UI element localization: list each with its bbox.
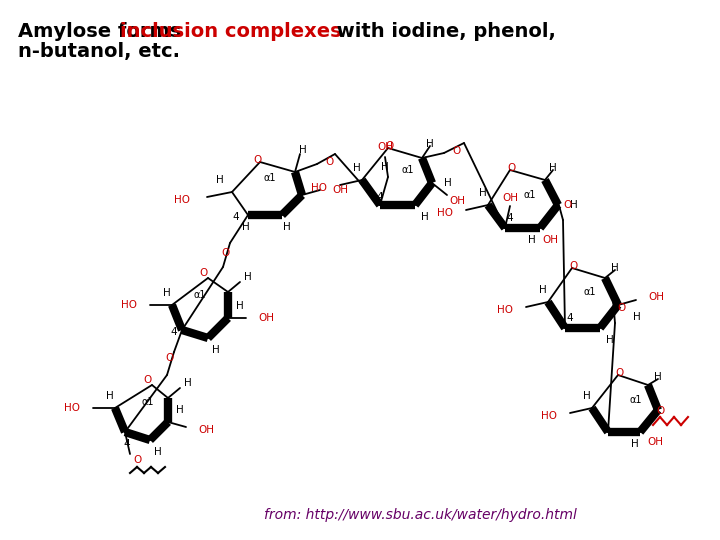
Text: HO: HO <box>497 305 513 315</box>
Text: H: H <box>212 345 220 355</box>
Text: O: O <box>563 200 571 210</box>
Text: O: O <box>143 375 151 385</box>
Text: inclusion complexes: inclusion complexes <box>120 22 341 41</box>
Text: HO: HO <box>541 411 557 421</box>
Text: HO: HO <box>437 208 453 218</box>
Text: OH: OH <box>332 185 348 195</box>
Text: 4: 4 <box>124 439 130 449</box>
Text: O: O <box>616 368 624 378</box>
Text: OH: OH <box>647 437 663 447</box>
Text: α1: α1 <box>630 395 642 405</box>
Text: H: H <box>106 391 114 401</box>
Text: OH: OH <box>449 196 465 206</box>
Text: n-butanol, etc.: n-butanol, etc. <box>18 42 180 61</box>
Text: OH: OH <box>258 313 274 323</box>
Text: HO: HO <box>311 183 327 193</box>
Text: O: O <box>452 146 460 156</box>
Text: α1: α1 <box>142 397 154 407</box>
Text: O: O <box>570 261 578 271</box>
Text: H: H <box>236 301 244 311</box>
Text: H: H <box>539 285 547 295</box>
Text: H: H <box>426 139 434 149</box>
Text: HO: HO <box>121 300 137 310</box>
Text: 4: 4 <box>507 213 513 223</box>
Text: 4: 4 <box>171 327 177 337</box>
Text: O: O <box>166 353 174 363</box>
Text: H: H <box>654 372 662 382</box>
Text: H: H <box>528 235 536 245</box>
Text: H: H <box>606 335 614 345</box>
Text: H: H <box>633 312 641 322</box>
Text: H: H <box>570 200 577 210</box>
Text: H: H <box>583 391 591 401</box>
Text: H: H <box>421 212 429 222</box>
Text: with iodine, phenol,: with iodine, phenol, <box>330 22 556 41</box>
Text: HO: HO <box>64 403 80 413</box>
Text: H: H <box>163 288 171 298</box>
Text: 4: 4 <box>233 212 239 222</box>
Text: H: H <box>479 188 487 198</box>
Text: O: O <box>656 406 665 416</box>
Text: H: H <box>353 163 361 173</box>
Text: H: H <box>549 163 557 173</box>
Text: 4: 4 <box>567 313 573 323</box>
Text: H: H <box>176 405 184 415</box>
Text: OH: OH <box>502 193 518 203</box>
Text: Amylose forms: Amylose forms <box>18 22 188 41</box>
Text: H: H <box>444 178 451 188</box>
Text: OH: OH <box>648 292 664 302</box>
Text: H: H <box>184 378 192 388</box>
Text: H: H <box>611 263 619 273</box>
Text: O: O <box>508 163 516 173</box>
Text: O: O <box>199 268 207 278</box>
Text: α1: α1 <box>402 165 414 175</box>
Text: OH: OH <box>198 425 214 435</box>
Text: H: H <box>631 439 639 449</box>
Text: H: H <box>283 222 291 232</box>
Text: H: H <box>154 447 162 457</box>
Text: O: O <box>254 155 262 165</box>
Text: from: http://www.sbu.ac.uk/water/hydro.html: from: http://www.sbu.ac.uk/water/hydro.h… <box>264 508 577 522</box>
Text: OH: OH <box>542 235 558 245</box>
Text: O: O <box>222 248 230 258</box>
Text: α1: α1 <box>584 287 596 297</box>
Text: H: H <box>216 175 224 185</box>
Text: H: H <box>381 162 389 172</box>
Text: α1: α1 <box>194 290 206 300</box>
Text: O: O <box>325 157 333 167</box>
Text: H: H <box>242 222 250 232</box>
Text: 4: 4 <box>377 192 383 202</box>
Text: HO: HO <box>174 195 190 205</box>
Text: α1: α1 <box>264 173 276 183</box>
Text: α1: α1 <box>523 190 536 200</box>
Text: H: H <box>244 272 252 282</box>
Text: O: O <box>617 303 625 313</box>
Text: O: O <box>133 455 141 465</box>
Text: OH: OH <box>377 142 393 152</box>
Text: H: H <box>299 145 307 155</box>
Text: O: O <box>386 141 394 151</box>
